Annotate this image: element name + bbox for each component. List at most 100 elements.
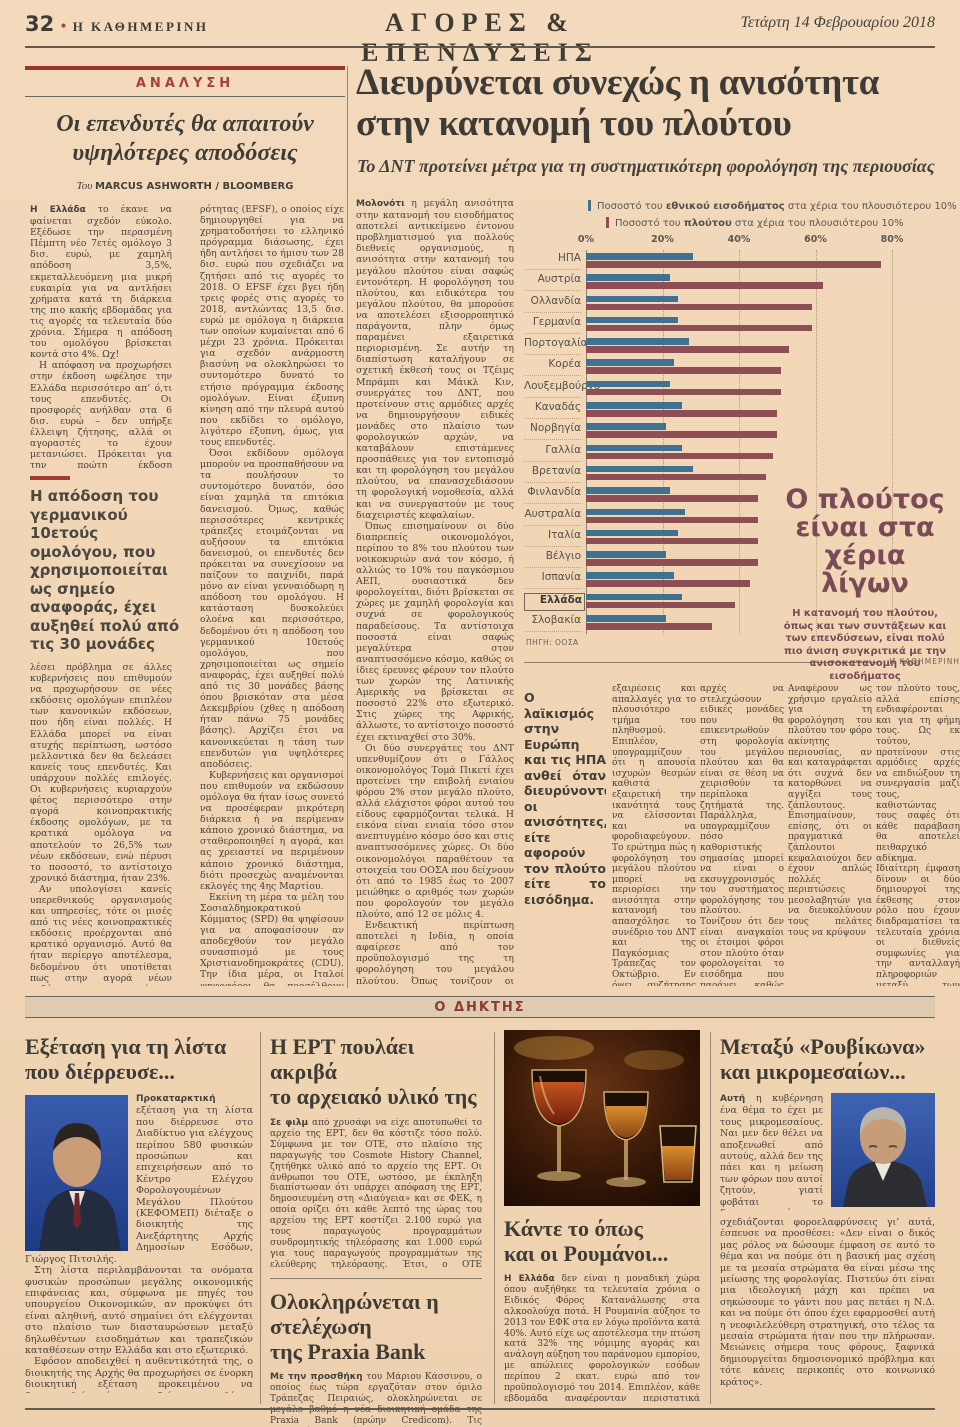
- income-bar: [586, 338, 690, 345]
- paragraph: εξαιρέσεις και απαλλαγές για το πλουσιότ…: [612, 684, 696, 986]
- bar-group: [586, 551, 960, 567]
- face-shape: [53, 1127, 101, 1187]
- glass-highlight: [539, 1075, 555, 1115]
- lead-word: Με την προσθήκη: [270, 1372, 363, 1382]
- bar-group: [586, 423, 960, 439]
- legend-text-bold: εθνικού εισοδήματος: [665, 201, 785, 212]
- wealth-bar: [586, 452, 774, 460]
- bar-group: [586, 274, 960, 290]
- paragraph: Αναφέρουν ως χρήσιμο εργαλείο για τη φορ…: [788, 684, 872, 938]
- paragraph: Σε φιλμ από χρυσάφι να είχε αποτυπωθεί τ…: [270, 1118, 482, 1270]
- headline-line: Διευρύνεται συνεχώς η ανισότητα: [356, 62, 880, 103]
- article-rouvikonas: Μεταξύ «Ρουβίκωνα» και μικρομεσαίων... Α…: [720, 1034, 935, 1402]
- country-label: Φινλανδία: [524, 486, 581, 505]
- bar-group: [586, 359, 960, 375]
- bar-group: [586, 615, 960, 631]
- shirt-shape: [875, 1163, 891, 1181]
- article-ert-headline: Η ΕΡΤ πουλάει ακριβά το αρχειακό υλικό τ…: [270, 1034, 482, 1109]
- pullquote: Η απόδοση του γερμανικού 10ετούς ομολόγο…: [30, 487, 180, 655]
- country-label: Ολλανδία: [524, 295, 581, 313]
- analysis-column-2: ρότητας (EFSF), ο οποίος είχε δημιουργηθ…: [200, 204, 344, 986]
- main-below-col3: Αναφέρουν ως χρήσιμο εργαλείο για τη φορ…: [788, 684, 872, 986]
- income-bar: [586, 253, 694, 260]
- main-below-col1: εξαιρέσεις και απαλλαγές για το πλουσιότ…: [612, 684, 696, 986]
- paragraph: Στη λίστα περιλαμβάνονται τα ονόματα φυσ…: [25, 1265, 253, 1356]
- wealth-bar: [586, 580, 751, 587]
- income-bar: [586, 508, 686, 516]
- sidebar-title-line: Ο πλούτος: [785, 484, 945, 515]
- page-header-left: 32 • Η ΚΑΘΗΜΕΡΙΝΗ: [25, 12, 208, 36]
- legend-text: Ποσοστό του: [615, 218, 684, 229]
- wine-glass-base: [537, 1171, 581, 1181]
- bar-group: [586, 402, 960, 418]
- headline-line: στην κατανομή του πλούτου: [356, 103, 792, 144]
- headline-line: Κάντε το όπως: [504, 1216, 643, 1241]
- bar-group: [586, 316, 960, 333]
- header-rule: [25, 46, 935, 48]
- paragraph-text: εξέταση για τη λίστα που διέρρευσε στο Δ…: [25, 1105, 253, 1265]
- lead-word: Αυτή: [720, 1094, 746, 1104]
- article-rouvikonas-headline: Μεταξύ «Ρουβίκωνα» και μικρομεσαίων...: [720, 1034, 935, 1084]
- income-bar: [586, 380, 671, 388]
- bar-group: [586, 338, 960, 354]
- main-article-column: Μολονότι η μεγάλη ανισότητα στην κατανομ…: [356, 198, 514, 986]
- wine-glasses-photo: [504, 1030, 700, 1206]
- column-divider: [347, 66, 348, 988]
- article-roumanoi: Κάντε το όπως και οι Ρουμάνοι... Η Ελλάδ…: [504, 1030, 700, 1404]
- portrait-photo-left: [25, 1095, 128, 1251]
- income-bar: [586, 295, 678, 303]
- lead-word: Η Ελλάδα: [30, 205, 86, 215]
- tumbler-liquid: [662, 1146, 694, 1180]
- income-bar: [586, 551, 667, 558]
- wealth-bar: [586, 495, 759, 502]
- wealth-bar: [586, 388, 782, 396]
- chart-gridlines: [524, 250, 960, 634]
- chart-row: Αυστρία: [524, 271, 960, 292]
- article-lista: Εξέταση για τη λίστα που διέρρευσε... Πρ…: [25, 1034, 253, 1402]
- analysis-byline: Του MARCUS ASHWORTH / BLOOMBERG: [25, 180, 345, 192]
- portrait-photo-right: [831, 1093, 935, 1207]
- paragraph: σχεδιάζονται φοροελαφρύνσεις γι’ αυτά, έ…: [720, 1217, 935, 1388]
- wealth-bar: [586, 601, 736, 609]
- main-bold-lead: Ο λαϊκισμός στην Ευρώπη και τις ΗΠΑ ανθε…: [524, 690, 606, 907]
- byline-author: MARCUS ASHWORTH / BLOOMBERG: [95, 181, 294, 192]
- country-label: ΗΠΑ: [524, 252, 581, 270]
- analysis-title: Οι επενδυτές θα απαιτούν υψηλότερες αποδ…: [30, 110, 340, 168]
- sidebar-deck: Η κατανομή του πλούτου, όπως και των συν…: [783, 608, 947, 682]
- legend-wealth: Ποσοστό του πλούτου στα χέρια του πλουσι…: [606, 217, 904, 229]
- sidebar-title-line: λίγων: [821, 568, 909, 599]
- paragraph: λέσει πρόβλημα σε άλλες κυβερνήσεις που …: [30, 662, 172, 884]
- country-label: Βέλγιο: [524, 550, 581, 569]
- axis-tick-label: 0%: [577, 234, 595, 245]
- wealth-bar: [586, 303, 812, 311]
- paragraph: ρότητας (EFSF), ο οποίος είχε δημιουργηθ…: [200, 204, 344, 448]
- wealth-bar: [586, 282, 824, 289]
- wealth-bar: [586, 623, 713, 630]
- article-praxia-body: Με την προσθήκη του Μάριου Κάσσινου, ο ο…: [270, 1372, 482, 1427]
- chart-row: Λουξεμβούργο: [524, 378, 960, 399]
- wine-glass-stem: [624, 1140, 628, 1180]
- lead-word: Σε φιλμ: [270, 1118, 309, 1128]
- paragraph-text: η μεγάλη ανισότητα στην κατανομή του εισ…: [356, 198, 514, 521]
- paragraph: Με την προσθήκη του Μάριου Κάσσινου, ο ο…: [270, 1372, 482, 1427]
- gridline: [892, 250, 893, 634]
- paragraph-text: δεν είναι η μοναδική χώρα όπου αυξήθηκε …: [504, 1274, 700, 1402]
- paragraph: Όπως επισημαίνουν οι δύο διαπρεπείς οικο…: [356, 520, 514, 743]
- bar-group: [586, 295, 960, 312]
- bar-group: [586, 529, 960, 546]
- paragraph: Ενδεικτική περίπτωση αποτελεί η Ινδία, η…: [356, 920, 514, 986]
- chart-row: Γαλλία: [524, 442, 960, 463]
- bar-group: [586, 593, 960, 610]
- headline-line: Η ΕΡΤ πουλάει ακριβά: [270, 1034, 415, 1084]
- country-label: Ιταλία: [524, 529, 581, 547]
- paragraph: Η Ελλάδα το έκανε να φαίνεται σχεδόν εύκ…: [30, 204, 172, 360]
- light-glow: [624, 1050, 684, 1070]
- suit-shape: [843, 1161, 927, 1207]
- chart-row: Ισπανία: [524, 569, 960, 590]
- income-bar: [586, 359, 674, 366]
- lead-word: Προκαταρκτική: [136, 1094, 216, 1104]
- headline-line: και οι Ρουμάνοι...: [504, 1241, 669, 1266]
- country-label: Βρετανία: [524, 465, 581, 483]
- article-praxia-headline: Ολοκληρώνεται η στελέχωση της Praxia Ban…: [270, 1289, 482, 1364]
